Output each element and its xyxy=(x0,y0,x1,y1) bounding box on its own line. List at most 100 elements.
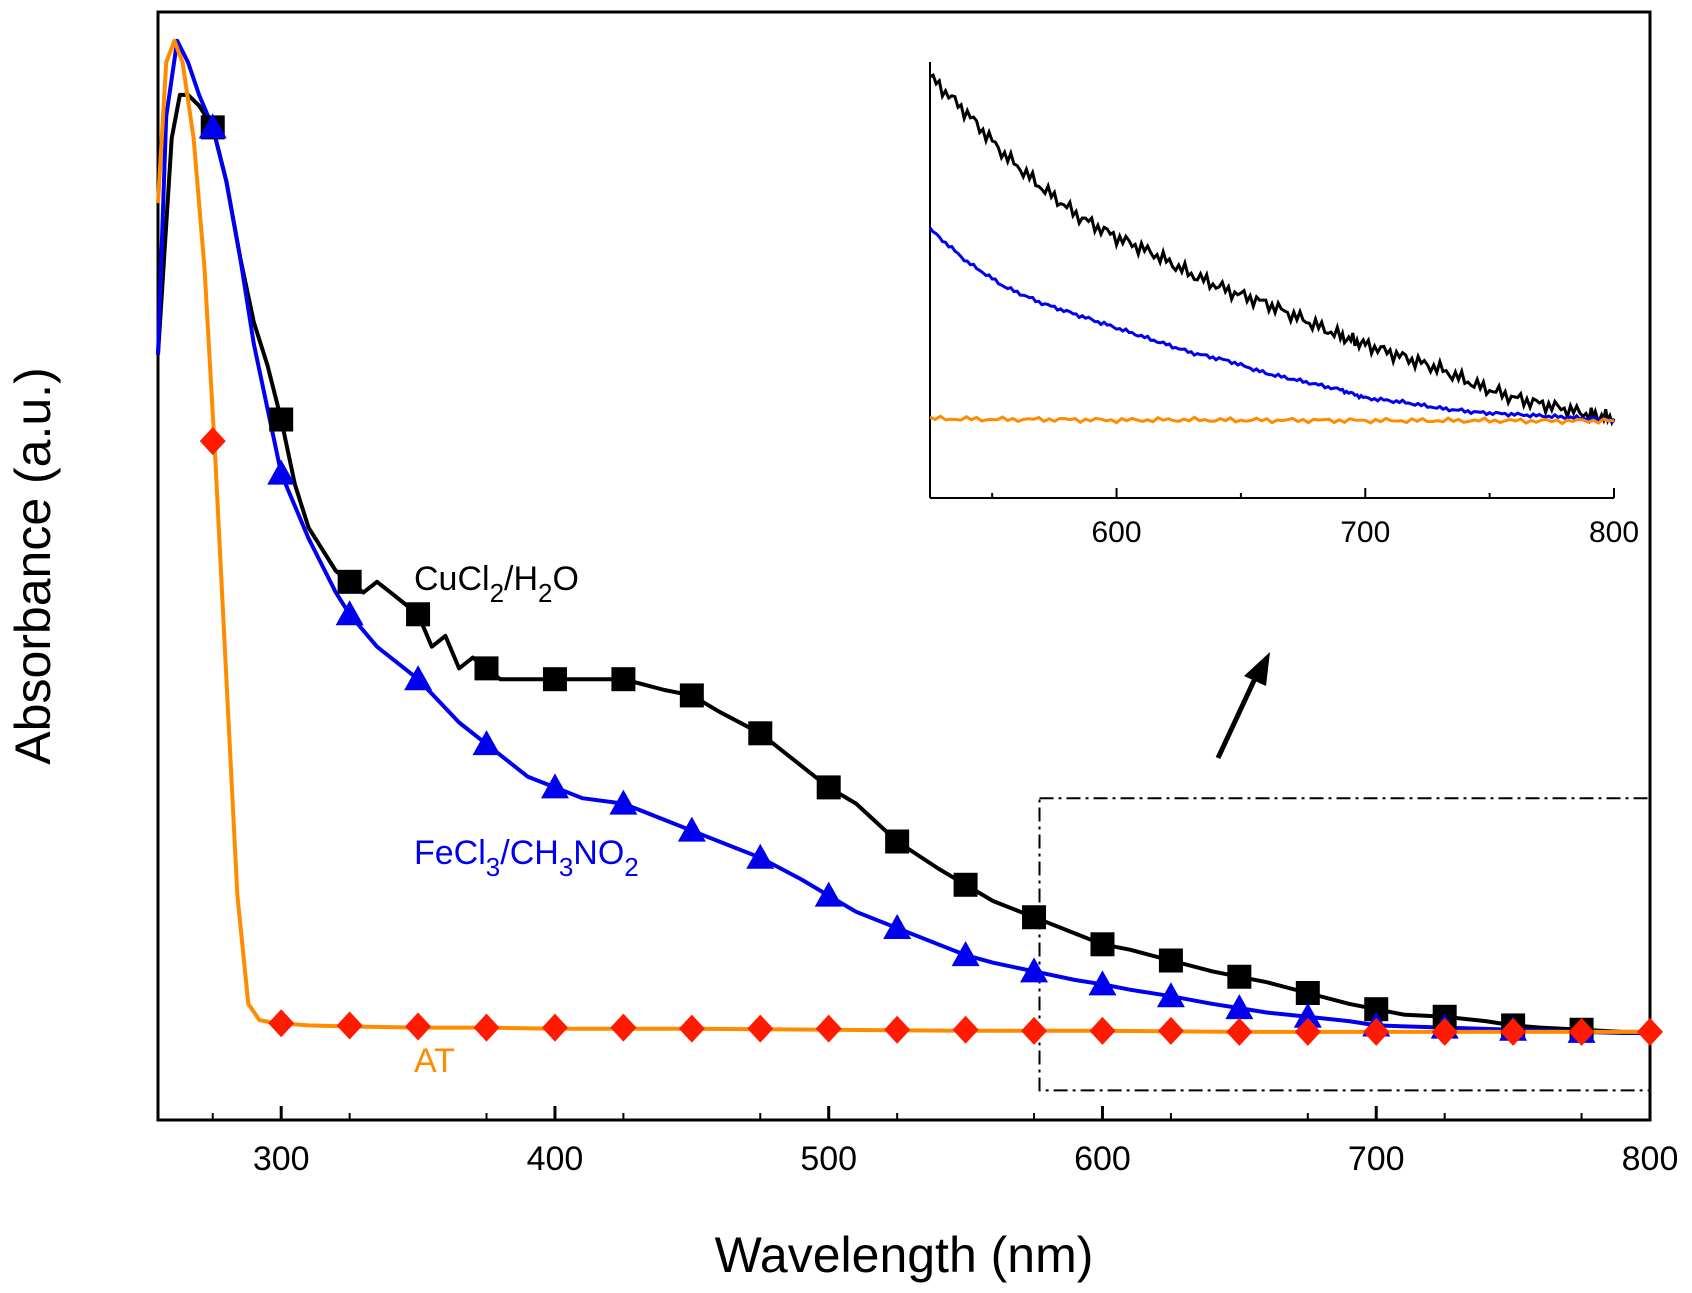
y-axis-label: Absorbance (a.u.) xyxy=(5,367,61,764)
marker-at-625 xyxy=(1157,1016,1184,1045)
marker-fecl3-ch3no2-450 xyxy=(677,816,706,842)
marker-at-475 xyxy=(747,1014,774,1043)
label-fecl3-ch3no2: FeCl3/CH3NO2 xyxy=(414,834,639,882)
marker-cucl2-h2o-525 xyxy=(885,829,910,854)
marker-at-575 xyxy=(1021,1016,1048,1045)
marker-at-425 xyxy=(610,1013,637,1042)
marker-at-550 xyxy=(952,1015,979,1044)
marker-at-500 xyxy=(815,1014,842,1043)
label-cucl-mid: /H xyxy=(504,560,538,598)
marker-cucl2-h2o-625 xyxy=(1158,948,1183,973)
main-xtick-label-500: 500 xyxy=(800,1140,857,1178)
marker-cucl2-h2o-375 xyxy=(474,656,499,681)
inset-line-cucl2-h2o xyxy=(929,73,1616,427)
marker-fecl3-ch3no2-525 xyxy=(883,914,912,940)
label-cucl-end: O xyxy=(553,560,579,598)
marker-cucl2-h2o-650 xyxy=(1227,964,1252,989)
marker-cucl2-h2o-575 xyxy=(1022,905,1047,930)
arrow-shaft xyxy=(1215,670,1261,760)
marker-cucl2-h2o-450 xyxy=(679,683,704,708)
main-plot-frame xyxy=(156,10,1652,1122)
marker-at-325 xyxy=(336,1011,363,1040)
marker-fecl3-ch3no2-475 xyxy=(746,843,775,869)
main-xtick-label-600: 600 xyxy=(1074,1140,1131,1178)
main-markers-group xyxy=(198,113,1663,1046)
main-xtick-label-700: 700 xyxy=(1348,1140,1405,1178)
marker-at-775 xyxy=(1568,1017,1595,1046)
zoom-region-box xyxy=(1038,797,1652,1092)
marker-cucl2-h2o-350 xyxy=(406,602,431,627)
zoom-box-rect xyxy=(1038,797,1652,1092)
inset-xtick-label-800: 800 xyxy=(1589,516,1639,549)
inset-xtick-label-700: 700 xyxy=(1340,516,1390,549)
label-fecl-mid: /CH xyxy=(500,834,559,872)
label-cucl-sub2: 2 xyxy=(538,578,552,608)
main-xtick-label-400: 400 xyxy=(527,1140,584,1178)
marker-at-400 xyxy=(541,1013,568,1042)
main-xtick-label-300: 300 xyxy=(253,1140,310,1178)
marker-fecl3-ch3no2-625 xyxy=(1156,982,1185,1008)
marker-fecl3-ch3no2-400 xyxy=(540,773,569,799)
marker-cucl2-h2o-400 xyxy=(542,667,567,692)
marker-at-450 xyxy=(678,1014,705,1043)
inset-series-group xyxy=(928,73,1616,427)
inset-xtick-label-600: 600 xyxy=(1092,516,1142,549)
marker-at-525 xyxy=(884,1015,911,1044)
marker-at-650 xyxy=(1226,1017,1253,1046)
label-cucl-main: CuCl xyxy=(414,560,490,598)
marker-fecl3-ch3no2-650 xyxy=(1225,994,1254,1020)
marker-cucl2-h2o-500 xyxy=(816,775,841,800)
marker-fecl3-ch3no2-375 xyxy=(472,730,501,756)
series-line-fecl3-ch3no2 xyxy=(156,38,1650,1035)
marker-at-275 xyxy=(199,427,226,456)
inset-plot: 600 700 800 xyxy=(928,62,1639,549)
marker-fecl3-ch3no2-575 xyxy=(1020,957,1049,983)
series-line-at xyxy=(156,38,1650,1034)
marker-at-800 xyxy=(1637,1017,1663,1046)
marker-cucl2-h2o-675 xyxy=(1295,980,1320,1005)
main-x-ticks: 300 400 500 600 700 800 xyxy=(211,1106,1679,1178)
marker-at-300 xyxy=(268,1009,295,1038)
x-axis-label: Wavelength (nm) xyxy=(715,1227,1094,1283)
label-at: AT xyxy=(414,1042,455,1080)
inset-x-ticks: 600 700 800 xyxy=(991,488,1639,549)
marker-cucl2-h2o-325 xyxy=(337,569,362,594)
main-xtick-label-800: 800 xyxy=(1622,1140,1679,1178)
marker-fecl3-ch3no2-425 xyxy=(609,789,638,815)
label-fecl-mid2: NO xyxy=(573,834,624,872)
marker-cucl2-h2o-550 xyxy=(953,872,978,897)
marker-at-700 xyxy=(1363,1017,1390,1046)
marker-cucl2-h2o-300 xyxy=(269,407,294,432)
marker-cucl2-h2o-600 xyxy=(1090,932,1115,957)
label-fecl-sub1: 3 xyxy=(486,852,500,882)
inset-line-at xyxy=(929,414,1615,426)
marker-at-675 xyxy=(1294,1017,1321,1046)
label-cucl2-h2o: CuCl2/H2O xyxy=(414,560,579,608)
main-plot: 300 400 500 600 700 800 Wavelength (nm) Absor… xyxy=(5,10,1679,1283)
marker-fecl3-ch3no2-350 xyxy=(404,665,433,691)
inset-line-fecl3-ch3no2 xyxy=(928,227,1615,425)
marker-fecl3-ch3no2-300 xyxy=(267,459,296,485)
label-cucl-sub1: 2 xyxy=(490,578,504,608)
marker-at-600 xyxy=(1089,1016,1116,1045)
marker-at-375 xyxy=(473,1013,500,1042)
marker-fecl3-ch3no2-675 xyxy=(1293,1002,1322,1028)
marker-fecl3-ch3no2-275 xyxy=(198,113,227,139)
label-fecl-sub2: 3 xyxy=(559,852,573,882)
marker-at-350 xyxy=(405,1012,432,1041)
inset-arrow xyxy=(1215,652,1270,760)
label-fecl-main: FeCl xyxy=(414,834,486,872)
marker-at-725 xyxy=(1431,1017,1458,1046)
marker-fecl3-ch3no2-500 xyxy=(814,881,843,907)
marker-cucl2-h2o-425 xyxy=(611,667,636,692)
marker-fecl3-ch3no2-550 xyxy=(951,941,980,967)
label-fecl-sub3: 2 xyxy=(624,852,638,882)
arrow-head xyxy=(1244,652,1270,686)
marker-fecl3-ch3no2-600 xyxy=(1088,970,1117,996)
marker-cucl2-h2o-475 xyxy=(748,721,773,746)
marker-at-750 xyxy=(1500,1017,1527,1046)
marker-fecl3-ch3no2-325 xyxy=(335,600,364,626)
